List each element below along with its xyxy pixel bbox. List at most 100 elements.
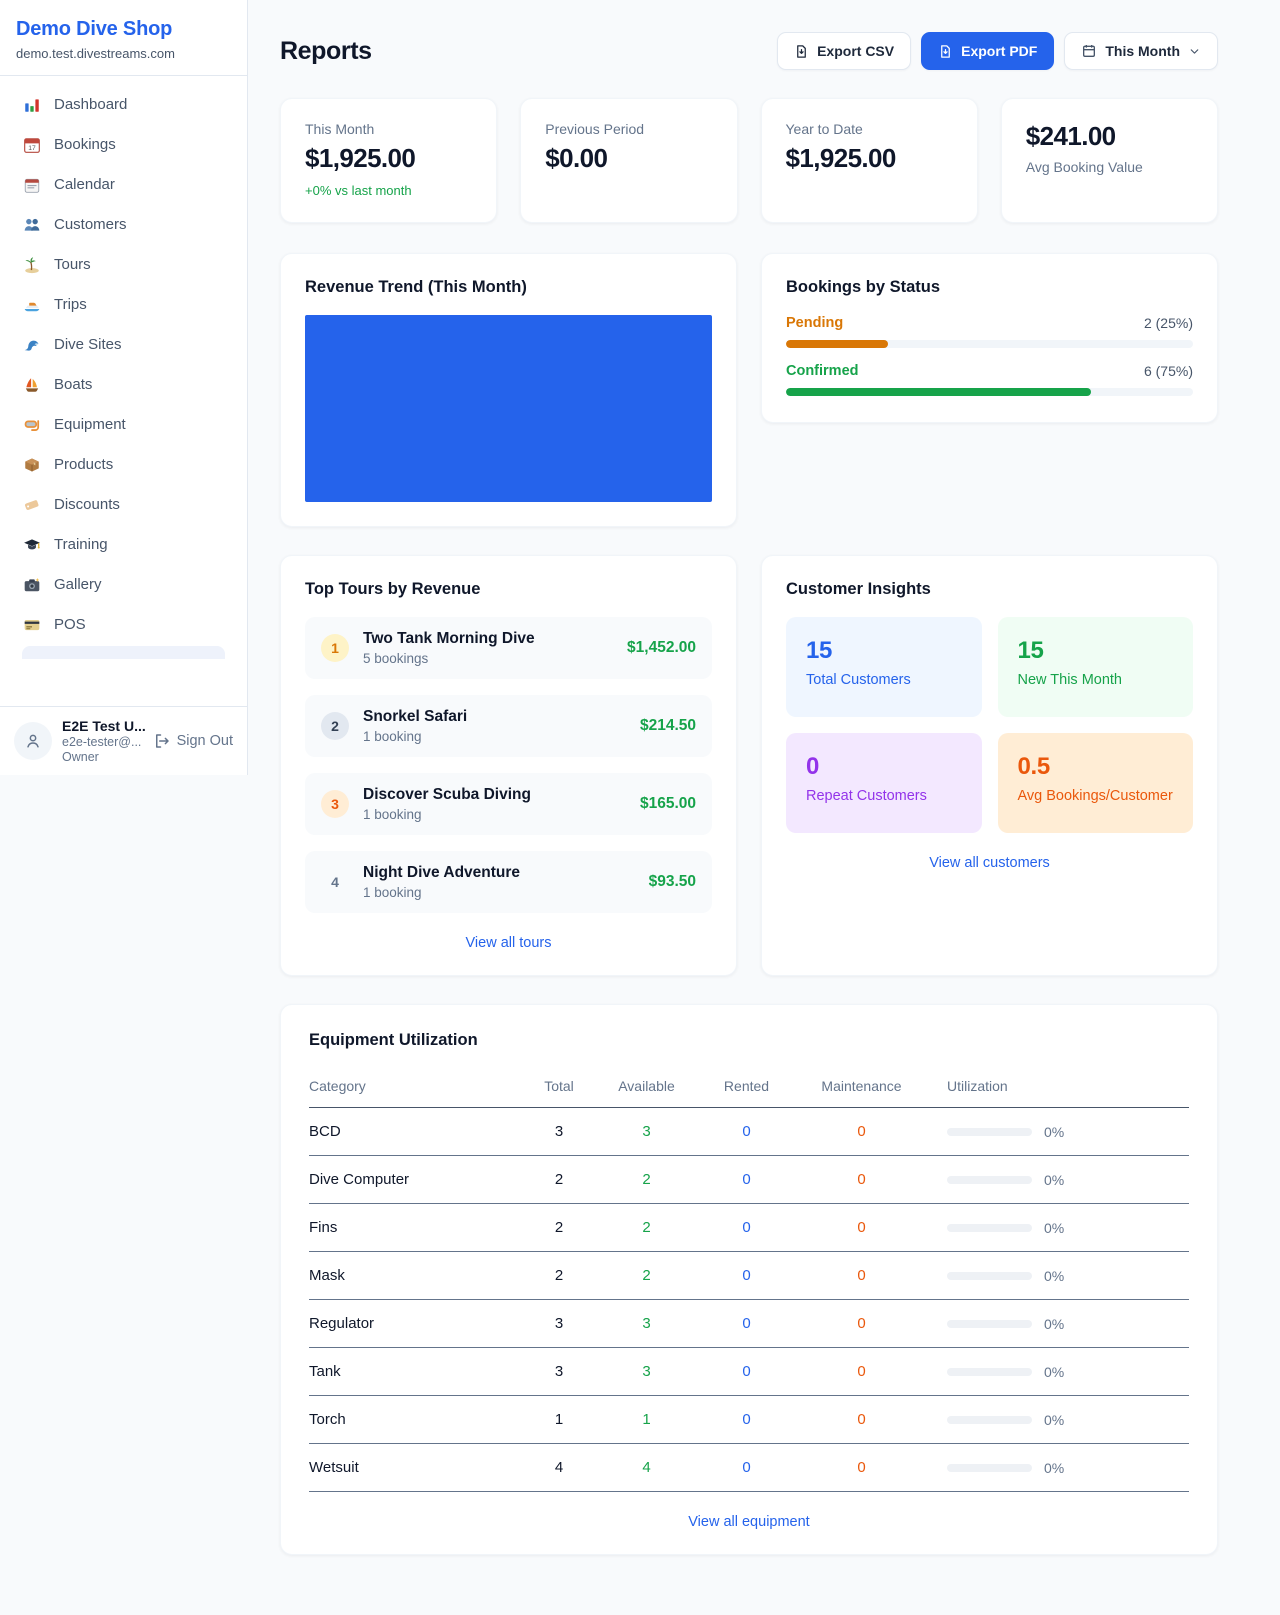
equipment-category: BCD xyxy=(309,1123,341,1140)
sidebar-item-pos[interactable]: POS xyxy=(12,606,235,643)
customer-insights-title: Customer Insights xyxy=(786,580,931,598)
sidebar-item-equipment[interactable]: Equipment xyxy=(12,406,235,443)
sidebar-item-gallery[interactable]: Gallery xyxy=(12,566,235,603)
sidebar-item-trips[interactable]: Trips xyxy=(12,286,235,323)
sidebar-item-label: Gallery xyxy=(54,576,102,593)
stat-card-year-to-date: Year to Date $1,925.00 xyxy=(760,98,978,223)
equipment-total: 3 xyxy=(554,1123,564,1140)
tour-row[interactable]: 2 Snorkel Safari 1 booking $214.50 xyxy=(305,695,712,757)
status-count: 2 (25%) xyxy=(1143,315,1193,331)
tour-revenue: $165.00 xyxy=(639,795,696,812)
equipment-total: 4 xyxy=(554,1459,564,1476)
chevron-down-icon xyxy=(1190,48,1199,54)
sign-out-icon xyxy=(155,734,169,748)
utilization-bar-track xyxy=(947,1319,1032,1328)
equipment-maintenance: 0 xyxy=(857,1171,866,1188)
sidebar-item-tours[interactable]: Tours xyxy=(12,246,235,283)
stat-card-avg-booking-value: $241.00 Avg Booking Value xyxy=(1000,98,1218,223)
column-header-rented: Rented xyxy=(723,1078,770,1094)
products-icon xyxy=(22,455,41,474)
equipment-category: Fins xyxy=(309,1219,338,1236)
tour-row[interactable]: 1 Two Tank Morning Dive 5 bookings $1,45… xyxy=(305,617,712,679)
view-all-equipment-link[interactable]: View all equipment xyxy=(688,1514,810,1530)
status-list: Pending 2 (25%) Confirmed 6 (75%) xyxy=(786,315,1193,396)
equipment-utilization-title: Equipment Utilization xyxy=(309,1031,478,1049)
utilization-bar-track xyxy=(947,1463,1032,1472)
sidebar-item-customers[interactable]: Customers xyxy=(12,206,235,243)
sidebar-item-reports-active-partial[interactable] xyxy=(22,646,225,659)
column-header-available: Available xyxy=(618,1078,675,1094)
export-pdf-button[interactable]: Export PDF xyxy=(921,32,1055,70)
equipment-table-header: Category Total Available Rented Maintena… xyxy=(309,1068,1189,1108)
view-all-tours-link[interactable]: View all tours xyxy=(465,935,552,951)
tour-name: Night Dive Adventure xyxy=(363,864,521,881)
view-all-customers-link[interactable]: View all customers xyxy=(929,855,1050,871)
tour-row[interactable]: 3 Discover Scuba Diving 1 booking $165.0… xyxy=(305,773,712,835)
user-name: E2E Test U... xyxy=(62,718,146,734)
sidebar-item-dashboard[interactable]: Dashboard xyxy=(12,86,235,123)
tour-revenue: $214.50 xyxy=(639,717,696,734)
insight-grid: 15 Total Customers 15 New This Month 0 R… xyxy=(786,617,1193,833)
tour-list: 1 Two Tank Morning Dive 5 bookings $1,45… xyxy=(305,617,712,913)
export-pdf-label: Export PDF xyxy=(961,43,1038,59)
status-row: Pending 2 (25%) xyxy=(786,315,1193,348)
insight-label: Repeat Customers xyxy=(806,788,927,804)
equipment-available: 3 xyxy=(642,1315,651,1332)
equipment-utilization-card: Equipment Utilization Category Total Ava… xyxy=(280,1004,1218,1555)
sign-out-button[interactable]: Sign Out xyxy=(153,732,233,750)
equipment-rented: 0 xyxy=(742,1171,751,1188)
svg-text:17: 17 xyxy=(28,145,36,152)
sidebar-item-label: Training xyxy=(54,536,108,553)
equipment-maintenance: 0 xyxy=(857,1411,866,1428)
person-icon xyxy=(27,734,39,748)
equipment-available: 3 xyxy=(642,1363,651,1380)
equipment-utilization-cell: 0% xyxy=(929,1124,1189,1140)
equipment-category: Wetsuit xyxy=(309,1459,359,1476)
column-header-total: Total xyxy=(544,1078,574,1094)
utilization-percent: 0% xyxy=(1044,1219,1065,1236)
tour-meta: Discover Scuba Diving 1 booking xyxy=(363,786,626,822)
equipment-available: 1 xyxy=(642,1411,651,1428)
insight-label: Total Customers xyxy=(806,672,911,688)
stat-card-this-month: This Month $1,925.00 +0% vs last month xyxy=(280,98,498,223)
brand-name[interactable]: Demo Dive Shop xyxy=(16,18,173,40)
equipment-maintenance: 0 xyxy=(857,1123,866,1140)
equipment-utilization-cell: 0% xyxy=(929,1412,1189,1428)
equipment-category: Torch xyxy=(309,1411,346,1428)
period-select[interactable]: This Month xyxy=(1064,32,1218,70)
sidebar-item-boats[interactable]: Boats xyxy=(12,366,235,403)
status-head: Pending 2 (25%) xyxy=(786,315,1193,331)
export-csv-button[interactable]: Export CSV xyxy=(777,32,912,70)
sidebar-item-discounts[interactable]: Discounts xyxy=(12,486,235,523)
stat-value: $241.00 xyxy=(1025,121,1116,151)
dashboard-icon xyxy=(22,95,41,114)
trips-icon xyxy=(22,295,41,314)
tour-name: Snorkel Safari xyxy=(363,708,468,725)
equipment-rented: 0 xyxy=(742,1459,751,1476)
equipment-maintenance: 0 xyxy=(857,1267,866,1284)
equipment-total: 2 xyxy=(554,1267,564,1284)
user-meta: E2E Test U... e2e-tester@... Owner xyxy=(62,718,146,764)
sidebar-item-label: Dashboard xyxy=(54,96,128,113)
stat-label: This Month xyxy=(305,121,375,137)
status-label: Pending xyxy=(786,315,844,331)
brand-domain: demo.test.divestreams.com xyxy=(16,46,175,61)
revenue-trend-chart xyxy=(305,315,712,502)
equipment-total: 3 xyxy=(554,1363,564,1380)
sidebar-item-calendar[interactable]: Calendar xyxy=(12,166,235,203)
top-tours-title: Top Tours by Revenue xyxy=(305,580,481,598)
customer-insights-card: Customer Insights 15 Total Customers 15 … xyxy=(761,555,1218,976)
sidebar-item-bookings[interactable]: 17 Bookings xyxy=(12,126,235,163)
status-label: Confirmed xyxy=(786,363,859,379)
bookings-by-status-title: Bookings by Status xyxy=(786,278,941,296)
utilization-bar-track xyxy=(947,1127,1032,1136)
sidebar-item-label: Discounts xyxy=(54,496,120,513)
tour-revenue: $1,452.00 xyxy=(627,639,696,656)
export-csv-label: Export CSV xyxy=(817,43,895,59)
sidebar-item-training[interactable]: Training xyxy=(12,526,235,563)
user-email: e2e-tester@... xyxy=(62,735,142,749)
tour-row[interactable]: 4 Night Dive Adventure 1 booking $93.50 xyxy=(305,851,712,913)
sidebar-item-products[interactable]: Products xyxy=(12,446,235,483)
equipment-maintenance: 0 xyxy=(857,1363,866,1380)
sidebar-item-dive-sites[interactable]: Dive Sites xyxy=(12,326,235,363)
